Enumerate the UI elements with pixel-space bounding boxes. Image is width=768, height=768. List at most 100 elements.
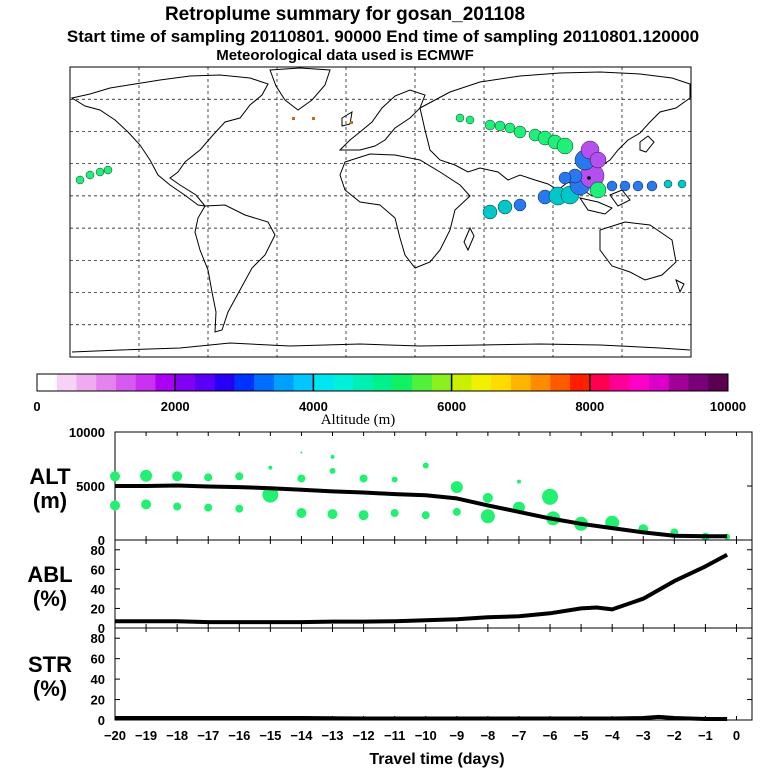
altitude-bubble [110, 500, 120, 511]
plume-marker [484, 119, 496, 131]
colorbar-cell [56, 374, 77, 391]
plume-marker [589, 151, 607, 169]
plume-marker [619, 180, 631, 192]
plume-marker [95, 167, 105, 177]
colorbar-cell [115, 374, 137, 391]
plume-marker [589, 181, 607, 199]
colorbar-cell [333, 374, 354, 391]
sampling-times: Start time of sampling 20110801. 90000 E… [67, 27, 699, 46]
colorbar-cell [392, 374, 413, 391]
altitude-bubble [359, 474, 368, 483]
plume-marker [494, 120, 506, 132]
altitude-bubble [542, 488, 559, 505]
plume-marker [606, 180, 618, 192]
altitude-bubble [480, 509, 495, 524]
colorbar-cell [293, 374, 314, 391]
plume-marker [632, 180, 644, 192]
altitude-bubble [390, 509, 399, 517]
x-tick-label: −15 [259, 728, 281, 743]
y-tick-label: 5000 [76, 479, 105, 494]
altitude-bubble [391, 476, 398, 483]
world-map [69, 66, 692, 358]
plume-marker [513, 198, 527, 212]
figure-title: Retroplume summary for gosan_201108 [165, 4, 525, 25]
y-tick-label: 40 [91, 672, 105, 687]
plume-marker [513, 125, 527, 139]
altitude-bubble [450, 481, 463, 494]
median-line [115, 714, 728, 721]
str-panel: 0 20 40 60 80 STR(%) [28, 627, 753, 728]
colorbar-cell [155, 374, 176, 391]
colorbar-cell [451, 374, 472, 391]
x-tick-label: −2 [667, 728, 682, 743]
median-line [115, 552, 729, 625]
plume-marker [646, 180, 658, 192]
x-axis-label: Travel time (days) [369, 751, 504, 768]
coastlines [70, 67, 691, 353]
colorbar-cell [471, 374, 492, 391]
plume-marker [85, 170, 95, 180]
altitude-bubble [140, 469, 153, 482]
altitude-bubble [141, 499, 152, 510]
y-tick-label: 80 [91, 631, 105, 646]
x-tick-label: −20 [104, 728, 126, 743]
y-tick-label: 60 [91, 562, 105, 577]
altitude-bubble [173, 502, 182, 511]
colorbar-cell [96, 374, 117, 391]
colorbar-tick-label: 4000 [299, 399, 328, 414]
colorbar-cell [530, 374, 551, 391]
trajectory-clusters [75, 113, 687, 220]
colorbar-cell [254, 374, 275, 391]
x-tick-label: −8 [480, 728, 495, 743]
panel-frame [114, 539, 753, 629]
y-tick-label: 20 [91, 601, 105, 616]
altitude-bubble [421, 511, 430, 520]
altitude-bubble [516, 479, 521, 484]
x-tick-label: −18 [166, 728, 188, 743]
altitude-bubble [268, 465, 273, 470]
plume-marker [556, 137, 574, 155]
altitude-bubble [172, 471, 183, 482]
colorbar-cell [589, 374, 611, 391]
colorbar-cell [668, 374, 690, 391]
altitude-bubble [330, 454, 335, 459]
altitude-bubble [452, 507, 461, 516]
altitude-bubble [262, 486, 279, 503]
panel-frame [114, 627, 753, 721]
altitude-bubble [300, 451, 303, 454]
abl-panel: 0 20 40 60 80 ABL(%) [27, 539, 753, 636]
map-frame [69, 66, 692, 358]
y-tick-label: 40 [91, 582, 105, 597]
colorbar-cell [510, 374, 532, 391]
x-tick-label: −13 [321, 728, 343, 743]
plume-marker [504, 122, 516, 134]
colorbar-cell [214, 374, 235, 391]
x-tick-label: −11 [384, 728, 405, 743]
fire-hotspot [292, 117, 295, 120]
colorbar-cell [708, 374, 729, 391]
plume-marker [75, 175, 85, 185]
fire-hotspot [312, 117, 315, 120]
altitude-bubble [235, 472, 244, 481]
x-tick-label: −14 [290, 728, 313, 743]
fire-hotspot [350, 121, 353, 124]
altitude-bubble [329, 467, 336, 474]
colorbar-cell [135, 374, 156, 391]
colorbar-tick-label: 2000 [161, 399, 190, 414]
colorbar-label: Altitude (m) [321, 412, 396, 428]
met-data-note: Meteorological data used is ECMWF [216, 47, 474, 64]
y-tick-label: 0 [98, 533, 105, 548]
altitude-bubble [327, 509, 338, 520]
colorbar-cell [194, 374, 216, 391]
colorbar-cell [609, 374, 630, 391]
alt-panel: 0 5000 10000 ALT(m) [29, 425, 753, 548]
travel-time-axis: −20 −19 −18 −17 −16 −15 −14 −13 −12 −11 −10 −9 −8 −7−… [104, 728, 740, 743]
colorbar-cell [313, 374, 334, 391]
panel-ylabel-unit: (m) [33, 488, 67, 513]
y-tick-label: 0 [98, 621, 105, 636]
plume-marker [497, 199, 513, 215]
colorbar-cell [372, 374, 393, 391]
x-tick-label: −10 [415, 728, 437, 743]
colorbar-tick-label: 0 [33, 399, 40, 414]
